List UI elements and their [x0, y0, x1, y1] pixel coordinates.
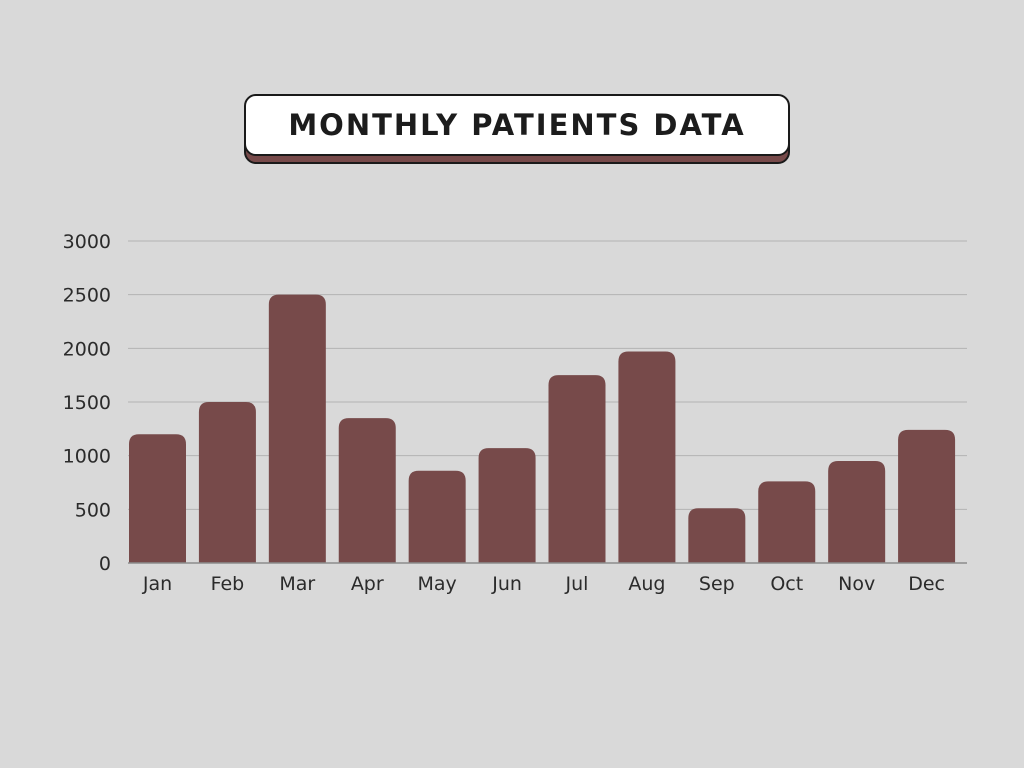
bar-jul	[548, 375, 606, 563]
x-tick-label: Dec	[908, 573, 945, 595]
bar-may	[408, 470, 466, 563]
x-tick-label: Aug	[628, 573, 665, 595]
y-tick-label: 2000	[63, 338, 111, 360]
y-tick-label: 2500	[63, 285, 111, 307]
y-tick-label: 500	[75, 499, 111, 521]
bar-oct	[758, 481, 816, 563]
x-tick-label: Jun	[491, 573, 522, 595]
x-tick-label: Apr	[351, 573, 384, 595]
x-tick-label: Jul	[565, 573, 589, 595]
chart-title-box: MONTHLY PATIENTS DATA	[244, 94, 790, 156]
x-tick-label: Mar	[279, 573, 315, 595]
y-tick-label: 3000	[63, 231, 111, 253]
bar-mar	[268, 294, 326, 563]
bar-jun	[478, 448, 536, 563]
chart-title-badge: MONTHLY PATIENTS DATA	[244, 94, 790, 164]
bar-sep	[688, 508, 746, 563]
gridlines	[128, 240, 967, 510]
x-tick-label: Feb	[211, 573, 245, 595]
bar-apr	[338, 418, 396, 563]
chart-title: MONTHLY PATIENTS DATA	[288, 108, 746, 142]
bar-dec	[898, 429, 956, 563]
x-tick-label: Oct	[770, 573, 803, 595]
y-axis-ticks: 0 500 1000 1500 2000 2500 3000	[63, 231, 111, 575]
bars	[129, 294, 956, 563]
bar-aug	[618, 351, 676, 563]
x-tick-label: May	[418, 573, 457, 595]
y-tick-label: 1500	[63, 392, 111, 414]
x-tick-label: Jan	[142, 573, 172, 595]
y-tick-label: 0	[99, 553, 111, 575]
x-tick-label: Nov	[838, 573, 875, 595]
y-tick-label: 1000	[63, 446, 111, 468]
bar-jan	[129, 434, 186, 563]
x-tick-label: Sep	[699, 573, 735, 595]
bar-nov	[828, 461, 886, 563]
bar-feb	[198, 402, 256, 563]
x-axis-ticks: Jan Feb Mar Apr May Jun Jul Aug Sep Oct Nov Dec	[142, 573, 945, 595]
